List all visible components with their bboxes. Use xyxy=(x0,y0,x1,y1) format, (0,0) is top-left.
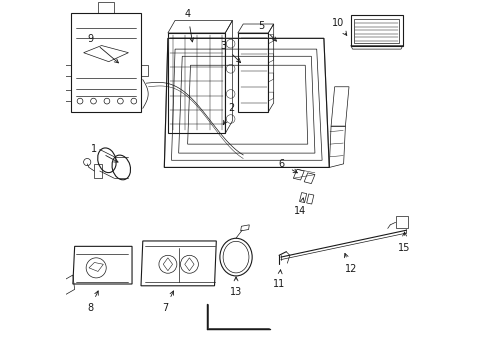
Text: 9: 9 xyxy=(87,34,94,44)
Bar xyxy=(351,15,403,45)
Text: 10: 10 xyxy=(331,18,343,28)
Text: 14: 14 xyxy=(294,206,306,216)
Text: 4: 4 xyxy=(185,9,191,19)
Text: 7: 7 xyxy=(162,303,169,313)
Text: 12: 12 xyxy=(344,264,357,274)
Text: 1: 1 xyxy=(92,144,98,154)
Text: 5: 5 xyxy=(258,21,264,31)
Text: 8: 8 xyxy=(87,303,93,313)
Text: 11: 11 xyxy=(273,279,285,289)
Text: 13: 13 xyxy=(230,287,242,297)
Bar xyxy=(354,19,399,42)
Text: 3: 3 xyxy=(220,41,226,51)
Text: 6: 6 xyxy=(278,158,284,168)
Text: 15: 15 xyxy=(398,243,411,253)
Text: 2: 2 xyxy=(228,103,235,113)
